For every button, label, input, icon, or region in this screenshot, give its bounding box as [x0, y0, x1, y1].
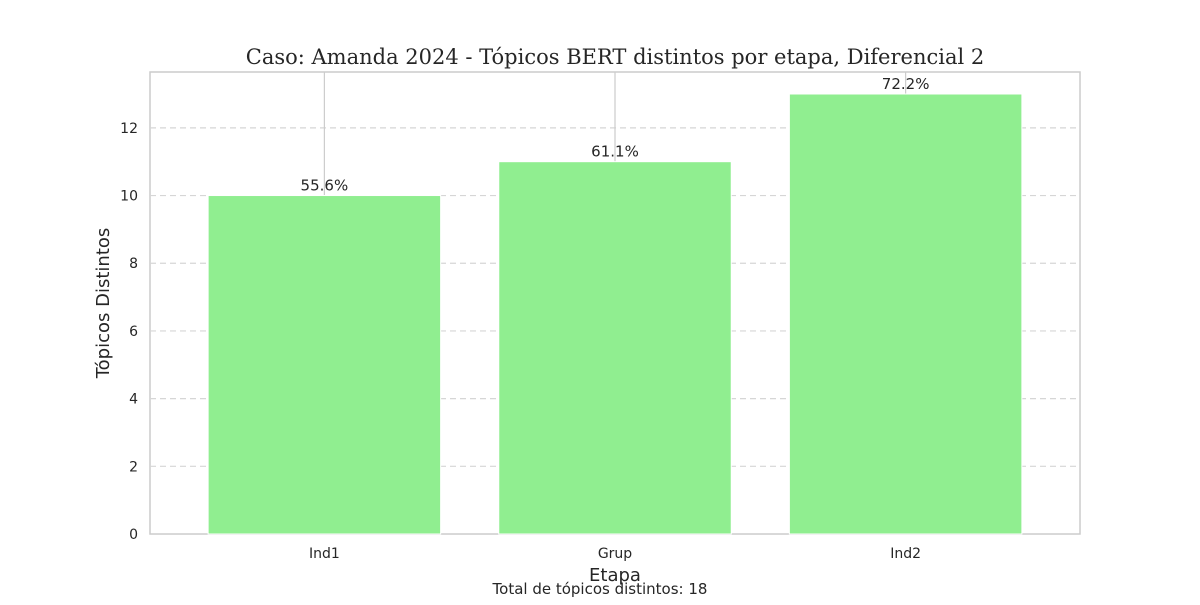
bar-grup: [498, 161, 732, 535]
y-tick-label: 6: [129, 324, 138, 340]
y-tick-label: 4: [129, 392, 138, 408]
y-tick-label: 12: [120, 121, 138, 137]
chart-title: Caso: Amanda 2024 - Tópicos BERT distint…: [246, 45, 984, 69]
y-axis-label: Tópicos Distintos: [93, 228, 114, 380]
bars: [207, 93, 1023, 535]
bar-ind1: [207, 195, 442, 535]
x-tick-label: Ind2: [890, 546, 921, 562]
x-tick-labels: Ind1 Grup Ind2: [309, 546, 921, 562]
y-tick-label: 8: [129, 256, 138, 272]
total-footnote: Total de tópicos distintos: 18: [492, 580, 708, 598]
x-axis-label: Etapa: [589, 565, 641, 586]
x-tick-label: Ind1: [309, 546, 340, 562]
bar-data-label: 72.2%: [882, 75, 930, 93]
y-tick-label: 2: [129, 459, 138, 475]
y-tick-label: 0: [129, 527, 138, 543]
y-tick-labels: 0 2 4 6 8 10 12: [120, 121, 138, 543]
data-labels: 55.6% 61.1% 72.2%: [301, 75, 930, 195]
bar-ind2: [788, 93, 1023, 535]
bar-data-label: 55.6%: [301, 177, 349, 195]
x-tick-label: Grup: [598, 546, 632, 562]
bar-data-label: 61.1%: [591, 143, 639, 161]
y-tick-label: 10: [120, 189, 138, 205]
